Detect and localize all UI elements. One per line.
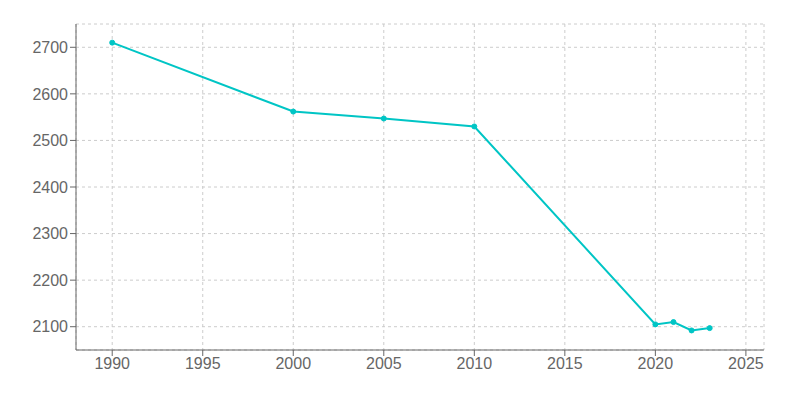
svg-text:2025: 2025 (728, 355, 764, 372)
svg-text:2010: 2010 (457, 355, 493, 372)
svg-text:2005: 2005 (366, 355, 402, 372)
svg-text:2300: 2300 (32, 225, 68, 242)
svg-text:2600: 2600 (32, 86, 68, 103)
svg-text:2020: 2020 (638, 355, 674, 372)
svg-text:2700: 2700 (32, 39, 68, 56)
svg-text:2015: 2015 (547, 355, 583, 372)
svg-text:1995: 1995 (185, 355, 221, 372)
svg-text:1990: 1990 (94, 355, 130, 372)
svg-text:2400: 2400 (32, 179, 68, 196)
svg-text:2000: 2000 (275, 355, 311, 372)
svg-text:2100: 2100 (32, 318, 68, 335)
svg-text:2500: 2500 (32, 132, 68, 149)
svg-text:2200: 2200 (32, 272, 68, 289)
